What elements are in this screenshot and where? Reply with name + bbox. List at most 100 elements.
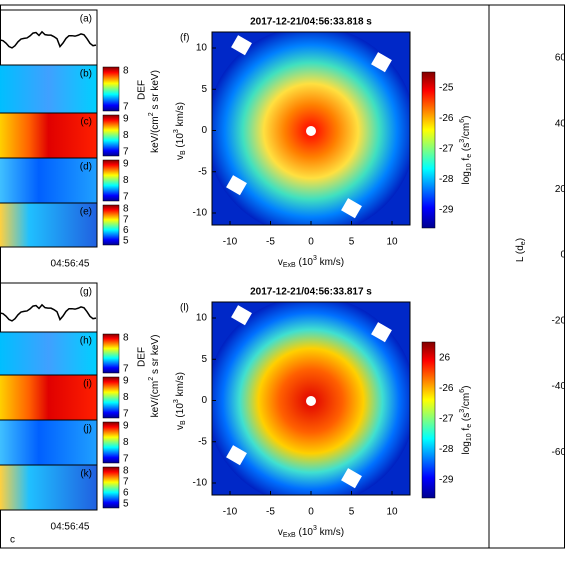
colorbar-tick-label: 9 [123, 159, 129, 170]
y-axis-label-part: km/s) [175, 102, 186, 129]
colorbar-tick-label: 7 [123, 364, 129, 375]
y-axis-label-part: e [520, 241, 527, 245]
colorbar-label-part: ) [461, 386, 472, 389]
colorbar-tick-label: 8 [123, 392, 129, 403]
colorbar-label: log10 fe (s3/cm6) [459, 116, 473, 185]
panel-label: (h) [80, 336, 92, 347]
colorbar-unit-part: keV/(cm [150, 116, 161, 153]
y-axis-label: vB (103 km/s) [173, 372, 187, 430]
y-axis-label-part: (10 [175, 403, 186, 421]
panel-label: (l) [180, 303, 189, 314]
x-axis-label-part: v [278, 257, 283, 268]
colorbar-tick-label: 26 [439, 353, 451, 364]
y-axis-label-part: 3 [173, 399, 180, 403]
colorbar-tick-label: 8 [123, 130, 129, 141]
x-axis-label-part: ExB [283, 532, 296, 539]
y-axis-label-part: v [175, 155, 186, 160]
y-tick-label: 0 [560, 250, 565, 261]
empty-bin [341, 468, 362, 489]
panel-label: (b) [80, 69, 92, 80]
colorbar-label-part: log [461, 171, 472, 184]
colorbar [102, 466, 120, 509]
x-axis-label-part: km/s) [317, 257, 344, 268]
empty-bin [231, 35, 252, 56]
panel-frame [0, 464, 98, 511]
x-axis-label-part: (10 [296, 257, 314, 268]
panel-label: (f) [180, 33, 189, 44]
y-tick-label: 5 [201, 84, 207, 95]
colorbar-title: DEF [137, 80, 148, 100]
y-tick-label: -10 [193, 478, 208, 489]
colorbar-unit-part: 2 [148, 112, 155, 116]
y-axis-label: vB (103 km/s) [173, 102, 187, 160]
empty-bin [231, 305, 252, 326]
time-label: 04:56:45 [51, 522, 90, 533]
colorbar-label-part: 10 [466, 163, 473, 171]
y-tick-label: 0 [201, 395, 207, 406]
x-tick-label: 5 [349, 507, 355, 518]
x-tick-label: 10 [386, 507, 398, 518]
colorbar-tick-label: -28 [439, 174, 454, 185]
y-axis-label: L (de) [515, 238, 528, 262]
x-axis-label: vExB (103 km/s) [278, 525, 344, 539]
colorbar-tick-label: 8 [123, 66, 129, 77]
colorbar-tick-label: 7 [123, 454, 129, 465]
y-tick-label: -60 [552, 447, 565, 458]
y-tick-label: 10 [196, 313, 208, 324]
heatmap [212, 302, 410, 495]
colorbar [421, 341, 436, 499]
panel-label: (d) [80, 162, 92, 173]
x-axis-label-part: 3 [313, 255, 317, 262]
y-axis-label-part: ) [515, 238, 526, 241]
colorbar-unit: keV/(cm2 s sr keV) [148, 335, 160, 418]
colorbar-tick-label: 9 [123, 114, 129, 125]
colorbar-label-part: 3 [459, 409, 466, 413]
colorbar-unit-part: s sr keV) [150, 70, 161, 112]
x-axis-label: vExB (103 km/s) [278, 255, 344, 269]
colorbar-tick-label: 7 [123, 192, 129, 203]
panel-label: (g) [80, 287, 92, 298]
y-axis-label-part: km/s) [175, 372, 186, 399]
colorbar-tick-label: -25 [439, 83, 454, 94]
empty-bin [226, 175, 247, 196]
colorbar-label-part: 3 [459, 139, 466, 143]
plot-title: 2017-12-21/04:56:33.818 s [250, 17, 372, 28]
heatmap [212, 32, 410, 225]
colorbar-label-part: f [461, 158, 472, 164]
y-tick-label: -20 [552, 315, 565, 326]
colorbar-label-part: /cm [461, 393, 472, 409]
colorbar-unit-part: s sr keV) [150, 335, 161, 377]
colorbar-title: DEF [137, 347, 148, 367]
colorbar-label-part: ) [461, 116, 472, 119]
colorbar-tick-label: -27 [439, 144, 454, 155]
x-axis-label-part: (10 [296, 527, 314, 538]
colorbar [102, 333, 120, 374]
colorbar-label-part: (s [461, 413, 472, 424]
x-tick-label: 0 [308, 237, 314, 248]
colorbar-unit-part: 2 [148, 377, 155, 381]
colorbar-label-part: /cm [461, 123, 472, 139]
y-tick-label: 10 [196, 43, 208, 54]
y-tick-label: 60 [555, 53, 565, 64]
x-tick-label: 5 [349, 237, 355, 248]
colorbar-label-part: (s [461, 143, 472, 154]
y-tick-label: -10 [193, 208, 208, 219]
x-tick-label: -10 [223, 237, 238, 248]
y-tick-label: -40 [552, 381, 565, 392]
colorbar-tick-label: 7 [123, 409, 129, 420]
x-axis-label-part: ExB [283, 262, 296, 269]
panel-label: (e) [80, 207, 92, 218]
colorbar [102, 159, 120, 202]
panel-label: (k) [80, 469, 92, 480]
colorbar [102, 66, 120, 112]
spectrogram [0, 465, 97, 510]
spectrogram [0, 420, 97, 465]
line-trace [0, 303, 97, 322]
y-axis-label-part: (10 [175, 133, 186, 151]
colorbar-tick-label: -26 [439, 383, 454, 394]
x-axis-label-part: v [278, 527, 283, 538]
y-tick-label: 40 [555, 118, 565, 129]
colorbar-tick-label: -26 [439, 113, 454, 124]
empty-bin [371, 52, 392, 73]
x-tick-label: 0 [308, 507, 314, 518]
